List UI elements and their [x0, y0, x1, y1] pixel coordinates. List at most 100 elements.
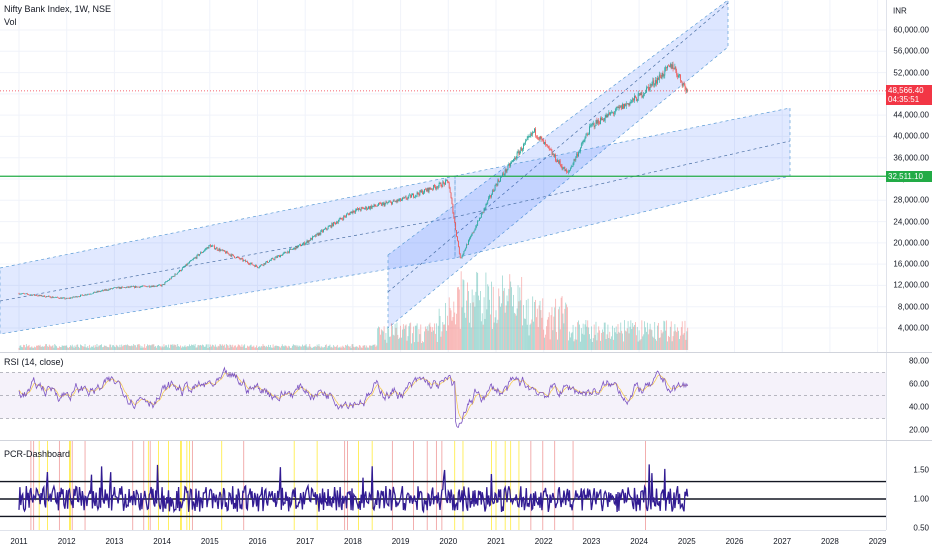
volume-bar	[532, 296, 534, 350]
time-label: 2017	[296, 537, 315, 546]
candle-body	[383, 202, 385, 206]
volume-bar	[45, 344, 47, 350]
volume-bar	[363, 345, 365, 350]
volume-bar	[621, 330, 623, 350]
candle-body	[628, 103, 630, 106]
volume-bar	[628, 333, 630, 350]
volume-bar	[346, 345, 347, 350]
volume-bar	[193, 345, 195, 350]
rsi-title[interactable]: RSI (14, close)	[4, 357, 64, 367]
candle-body	[530, 133, 532, 136]
candle-body	[489, 195, 490, 198]
candle-body	[215, 247, 217, 249]
candle-body	[57, 296, 58, 298]
candle-body	[460, 257, 462, 259]
volume-bar	[549, 339, 551, 350]
volume-bar	[552, 330, 554, 350]
candle-body	[92, 292, 94, 294]
volume-bar	[30, 347, 32, 350]
volume-bar	[431, 331, 433, 350]
volume-bar	[687, 327, 689, 350]
candle-body	[586, 134, 588, 136]
pane-separator[interactable]	[0, 440, 932, 441]
volume-bar	[224, 347, 226, 350]
rsi-pane[interactable]: RSI (14, close)	[0, 353, 886, 440]
volume-bar	[112, 345, 113, 350]
candle-body	[205, 248, 207, 250]
volume-bar	[456, 313, 457, 350]
volume-bar	[437, 325, 439, 350]
volume-bar	[493, 322, 495, 350]
pcr-axis[interactable]: 1.50 1.00 0.50	[886, 441, 932, 533]
time-axis[interactable]: 2011 2012 2013 2014 2015 2016 2017 2018 2019 2020…	[0, 530, 886, 551]
candle-body	[457, 240, 459, 248]
candle-body	[144, 285, 146, 287]
candle-body	[492, 190, 494, 192]
candle-body	[384, 203, 386, 206]
volume-bar	[66, 345, 68, 350]
volume-bar	[562, 313, 564, 350]
volume-bar	[109, 344, 111, 350]
rsi-axis[interactable]: 80.00 60.00 40.00 20.00	[886, 353, 932, 440]
volume-bar	[626, 328, 628, 350]
candle-body	[655, 80, 657, 85]
volume-bar	[647, 334, 649, 350]
volume-bar	[219, 344, 221, 350]
candle-body	[150, 286, 152, 287]
candle-body	[47, 296, 48, 297]
volume-bar	[80, 345, 82, 350]
price-tick-label: 40,000.00	[893, 131, 929, 141]
candle-body	[73, 296, 75, 298]
candle-body	[423, 192, 424, 194]
volume-bar	[356, 346, 357, 350]
volume-bar	[186, 346, 188, 350]
candle-body	[470, 235, 472, 237]
volume-bar	[390, 336, 391, 350]
candle-body	[98, 291, 100, 292]
pcr-chart[interactable]	[0, 441, 886, 530]
symbol-title[interactable]: Nifty Bank Index, 1W, NSE	[4, 4, 112, 14]
candle-body	[584, 137, 586, 141]
candle-body	[280, 255, 281, 258]
candle-body	[485, 203, 487, 208]
pane-separator[interactable]	[0, 352, 932, 353]
volume-bar	[238, 344, 240, 350]
candle-body	[435, 186, 436, 189]
candle-body	[191, 259, 193, 261]
volume-bar	[177, 344, 179, 350]
volume-bar	[138, 344, 140, 350]
price-tick-label: 56,000.00	[893, 46, 929, 56]
volume-bar	[42, 345, 44, 350]
main-chart-pane[interactable]: Nifty Bank Index, 1W, NSE Vol	[0, 0, 886, 352]
candle-body	[565, 169, 567, 172]
candle-body	[220, 250, 222, 252]
candle-body	[588, 134, 590, 135]
volume-bar	[47, 346, 48, 350]
volume-bar	[385, 333, 387, 350]
candle-body	[193, 258, 195, 259]
candle-body	[39, 295, 41, 296]
volume-bar	[61, 345, 63, 350]
candle-body	[653, 80, 655, 85]
candle-body	[424, 189, 426, 190]
volume-bar	[329, 344, 331, 350]
candle-body	[461, 255, 463, 258]
price-chart[interactable]	[0, 0, 886, 352]
price-tick-label: 24,000.00	[893, 217, 929, 227]
candle-body	[642, 95, 644, 98]
candle-body	[41, 295, 43, 297]
pcr-title[interactable]: PCR-Dashboard	[4, 449, 71, 459]
volume-label[interactable]: Vol	[4, 17, 17, 27]
volume-bar	[135, 345, 136, 350]
volume-bar	[131, 345, 133, 350]
volume-bar	[642, 336, 644, 350]
candle-body	[426, 187, 428, 192]
candle-body	[373, 204, 375, 207]
rsi-chart[interactable]	[0, 353, 886, 440]
candle-body	[569, 168, 571, 171]
pcr-pane[interactable]: PCR-Dashboard	[0, 441, 886, 530]
volume-bar	[511, 287, 512, 350]
volume-bar	[383, 326, 385, 350]
candle-body	[185, 264, 187, 267]
candle-body	[104, 289, 106, 291]
